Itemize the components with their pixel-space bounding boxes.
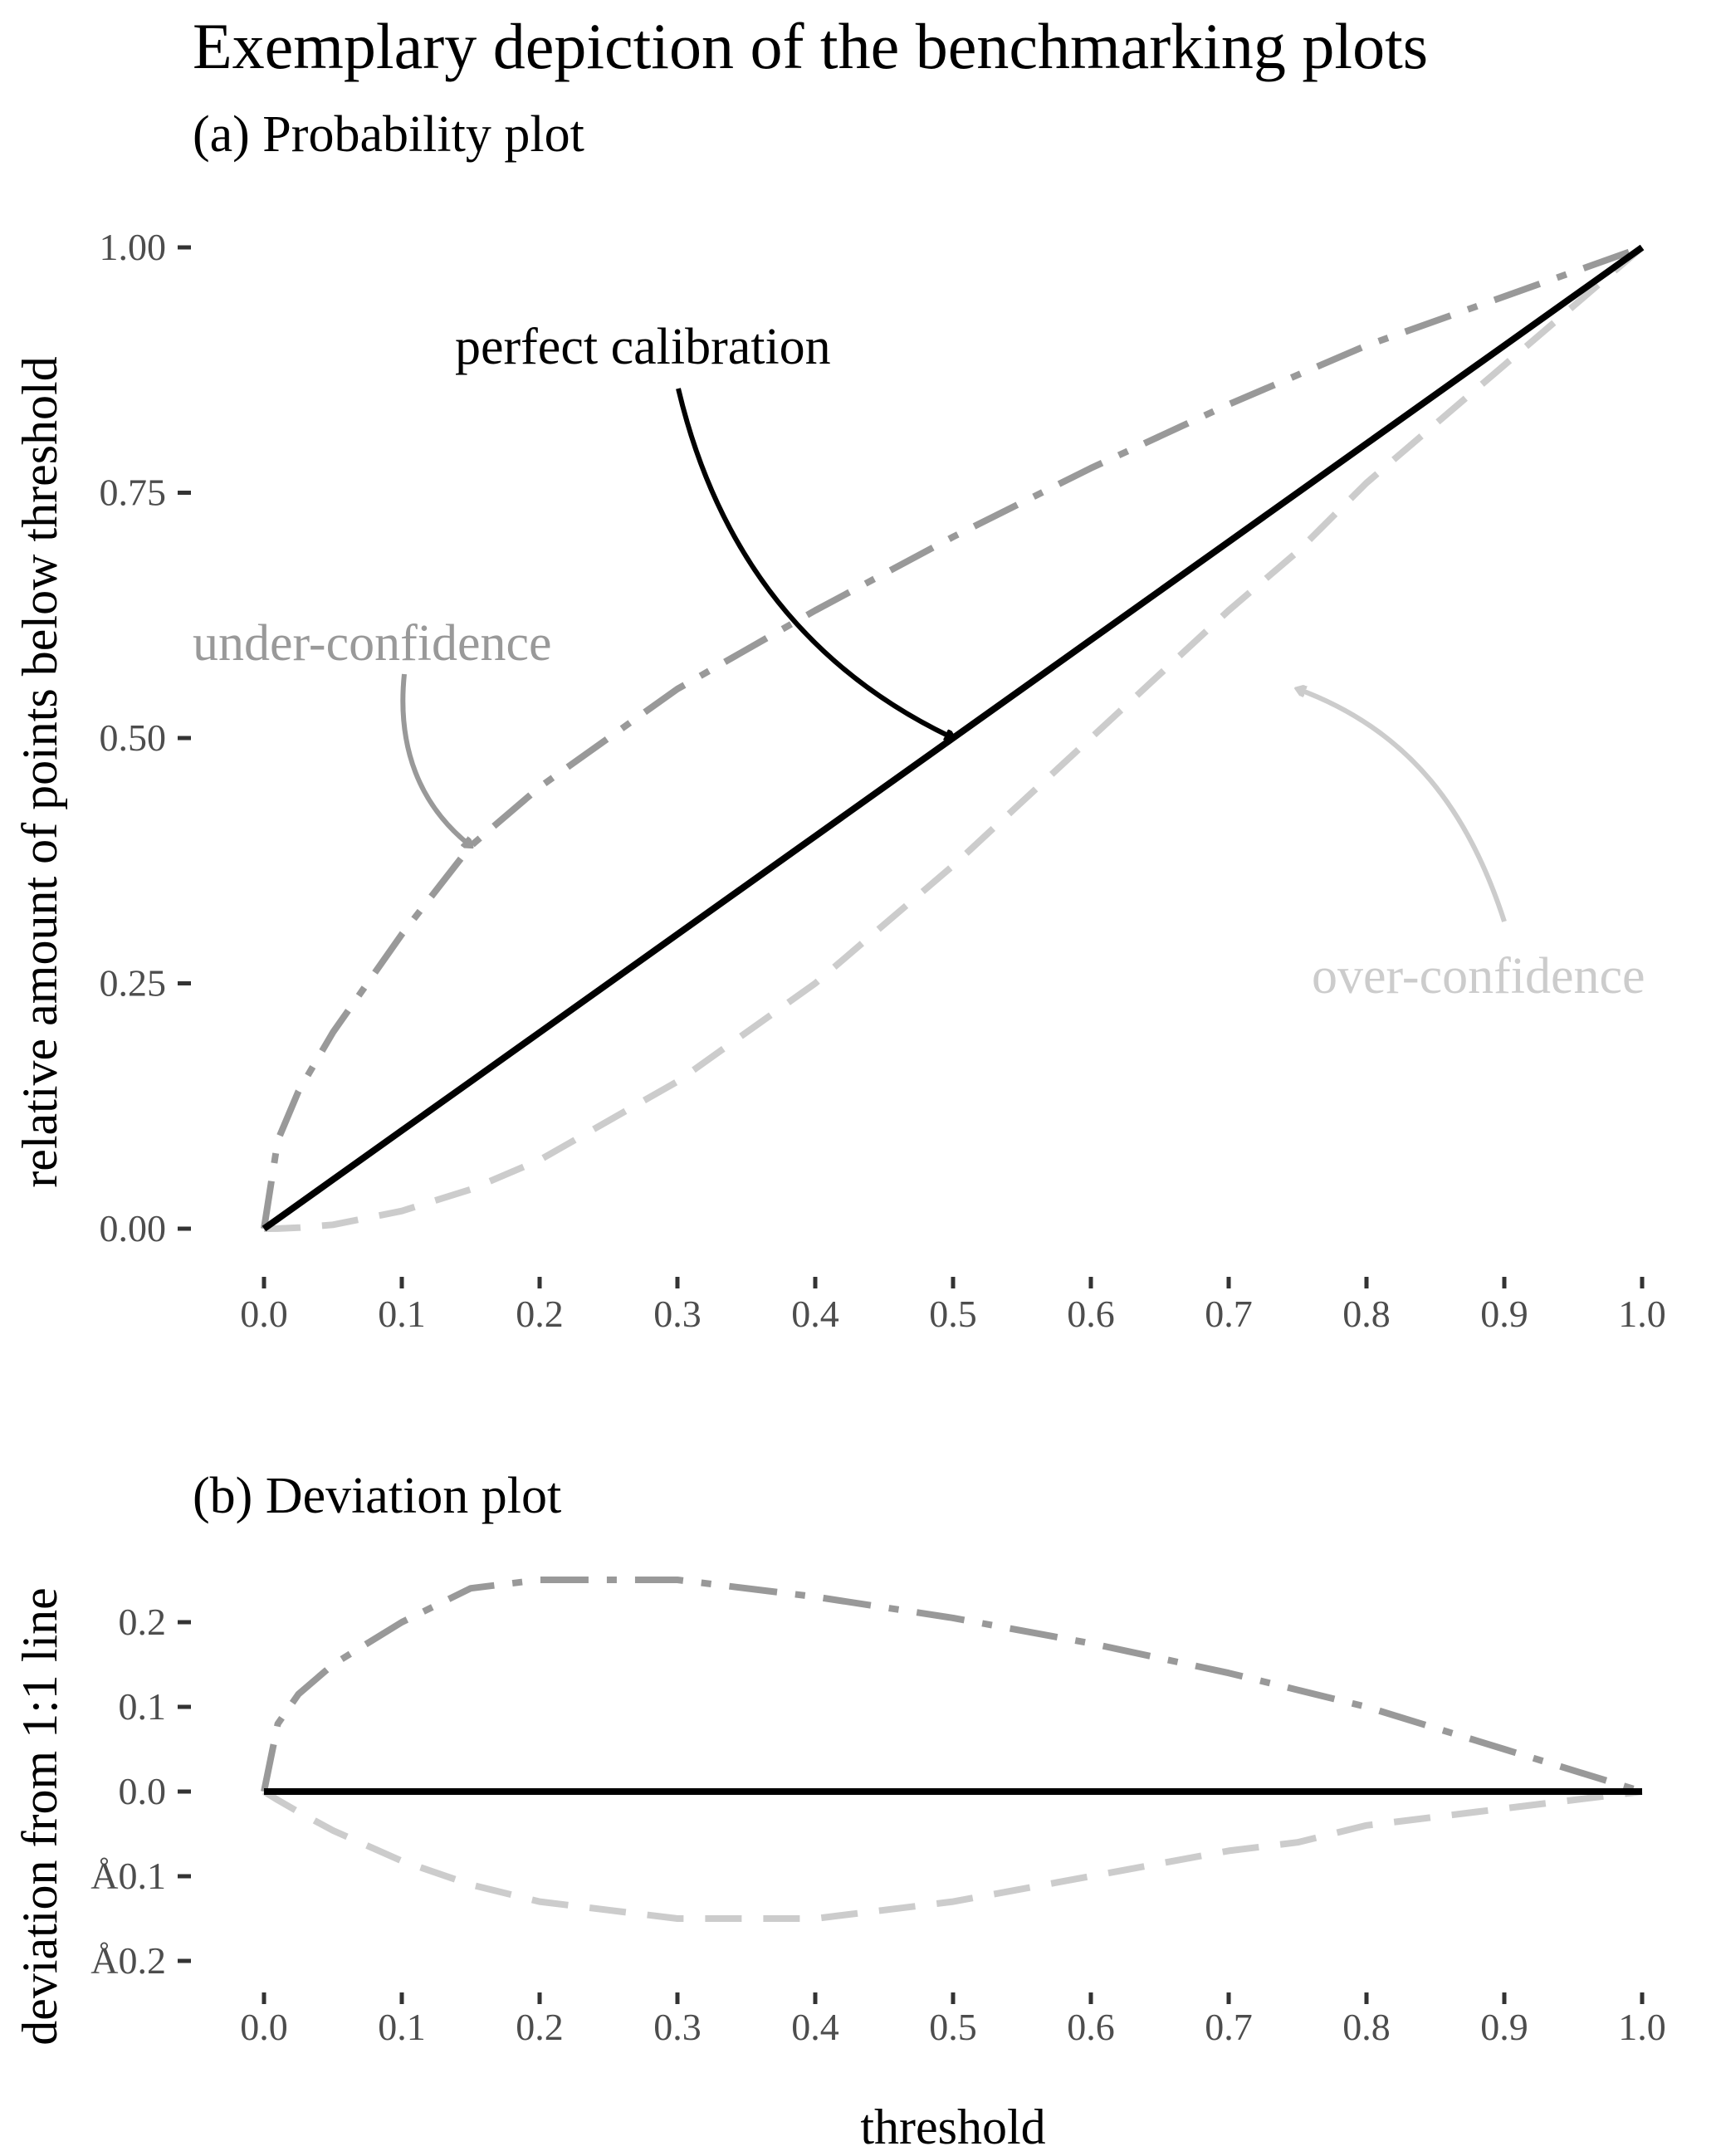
x-tick-label: 0.2 (516, 1293, 564, 1335)
y-tick-label: 0.00 (100, 1207, 167, 1249)
y-tick-label: Å0.2 (90, 1939, 166, 1982)
panel-b-ticks: 0.0 0.1 0.2 0.3 0.4 0.5 0.6 0.7 0.8 0.9 1.0 Å0.2 Å0.… (90, 1601, 1665, 2048)
x-tick-label: 1.0 (1618, 1293, 1666, 1335)
x-tick-label: 0.7 (1205, 1293, 1253, 1335)
panel-b-xlabel: threshold (860, 2100, 1045, 2154)
x-tick-label: 0.9 (1480, 1293, 1528, 1335)
x-tick-label: 0.2 (516, 2006, 564, 2048)
annotation-label: under-confidence (193, 615, 552, 672)
x-tick-label: 0.3 (653, 1293, 702, 1335)
panel-b-ylabel: deviation from 1:1 line (12, 1587, 67, 2046)
annotation-arrow (676, 388, 953, 738)
x-tick-label: 0.9 (1480, 2006, 1528, 2048)
x-tick-label: 0.7 (1205, 2006, 1253, 2048)
series-line-dashed (263, 244, 1645, 1232)
x-tick-label: 0.8 (1342, 1293, 1391, 1335)
y-tick-label: Å0.1 (90, 1855, 166, 1897)
panel-a-series (261, 244, 1645, 1232)
x-tick-label: 0.1 (378, 1293, 426, 1335)
series-line-solid (262, 244, 1645, 1232)
x-tick-label: 0.5 (929, 2006, 977, 2048)
y-tick-label: 0.50 (100, 716, 167, 759)
x-tick-label: 1.0 (1618, 2006, 1666, 2048)
panel-b-title: (b) Deviation plot (193, 1468, 561, 1524)
x-tick-label: 0.5 (929, 1293, 977, 1335)
x-tick-label: 0.0 (240, 2006, 288, 2048)
panel-a-ylabel: relative amount of points below threshol… (12, 356, 67, 1187)
y-tick-label: 0.1 (119, 1685, 167, 1728)
x-tick-label: 0.4 (791, 2006, 839, 2048)
x-tick-label: 0.0 (240, 1293, 288, 1335)
y-tick-label: 0.0 (119, 1770, 167, 1812)
series-line-dashed (262, 1788, 1643, 1922)
page-title: Exemplary depiction of the benchmarking … (193, 10, 1428, 82)
y-tick-label: 0.75 (100, 472, 167, 514)
annotation-label: perfect calibration (455, 319, 831, 375)
series-line-dotdash (261, 244, 1644, 1230)
panel-probability: (a) Probability plot relative amount of … (12, 106, 1666, 1335)
panel-deviation: (b) Deviation plot deviation from 1:1 li… (12, 1468, 1666, 2154)
panel-a-annotations: perfect calibration under-confidence over-… (193, 319, 1645, 1005)
panel-a-ticks: 0.0 0.1 0.2 0.3 0.4 0.5 0.6 0.7 0.8 0.9 1.0 0.00 0.2… (100, 226, 1666, 1335)
x-tick-label: 0.6 (1067, 2006, 1115, 2048)
y-tick-label: 0.2 (119, 1601, 167, 1643)
panel-a-title: (a) Probability plot (193, 106, 584, 163)
annotation-arrow (1298, 689, 1507, 922)
annotation-label: over-confidence (1312, 948, 1645, 1005)
x-tick-label: 0.3 (653, 2006, 702, 2048)
y-tick-label: 0.25 (100, 962, 167, 1005)
x-tick-label: 0.4 (791, 1293, 839, 1335)
series-line-dotdash (261, 1577, 1644, 1795)
y-tick-label: 1.00 (100, 226, 167, 268)
x-tick-label: 0.6 (1067, 1293, 1115, 1335)
x-tick-label: 0.8 (1342, 2006, 1391, 2048)
x-tick-label: 0.1 (378, 2006, 426, 2048)
annotation-arrow (400, 673, 471, 846)
panel-b-series (261, 1577, 1644, 1922)
